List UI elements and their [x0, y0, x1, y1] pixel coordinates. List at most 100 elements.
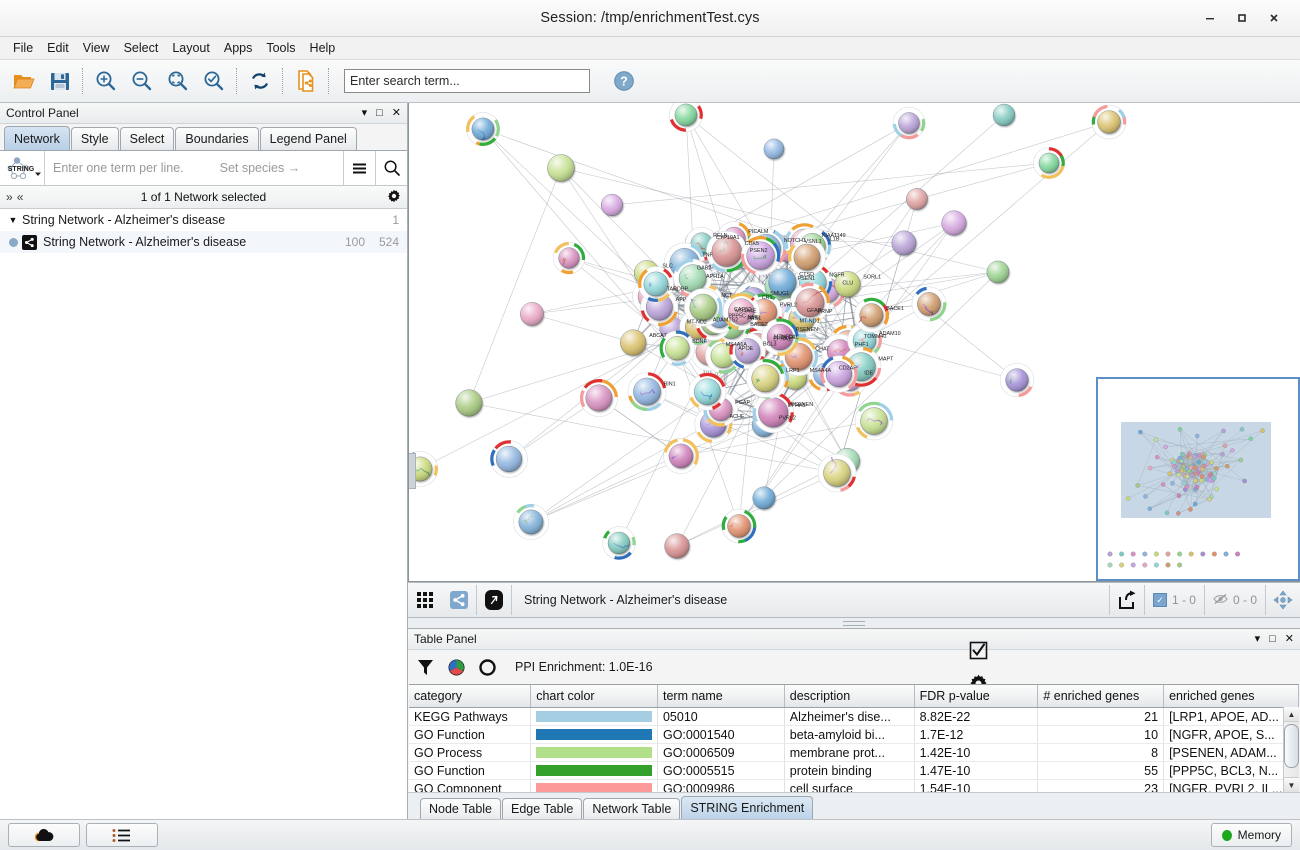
scroll-up-arrow-icon[interactable]: ▲ [1284, 707, 1299, 722]
cloud-icon[interactable] [8, 823, 80, 847]
network-node[interactable] [740, 236, 781, 276]
network-node[interactable] [752, 391, 794, 434]
fit-content-icon[interactable] [1266, 584, 1300, 616]
enrichment-table-wrapper[interactable]: category chart color term name descripti… [409, 684, 1299, 792]
network-node[interactable] [986, 260, 1010, 284]
network-node[interactable] [669, 103, 703, 132]
network-node[interactable] [834, 271, 861, 298]
string-logo-icon[interactable]: STRING [0, 151, 45, 185]
birds-eye-view[interactable] [1096, 377, 1300, 581]
network-node[interactable] [722, 292, 760, 331]
save-session-icon[interactable] [42, 63, 78, 99]
expand-twisty-icon[interactable]: ▼ [8, 215, 18, 225]
network-node[interactable] [627, 372, 667, 412]
control-panel-float-icon[interactable]: □ [376, 106, 383, 119]
filter-icon[interactable] [416, 658, 435, 677]
network-node[interactable] [664, 533, 690, 559]
column-header-enriched-count[interactable]: # enriched genes [1037, 685, 1165, 708]
zoom-fit-network-icon[interactable] [196, 63, 232, 99]
table-row[interactable]: GO Process GO:0006509 membrane prot... 1.42… [409, 743, 1299, 762]
open-session-icon[interactable] [6, 63, 42, 99]
string-term-input[interactable]: Enter one term per line. Set species → [45, 151, 344, 185]
column-header-enriched-genes[interactable]: enriched genes [1163, 685, 1299, 708]
network-node[interactable] [638, 266, 674, 302]
network-node[interactable] [688, 372, 727, 411]
network-node[interactable] [854, 401, 894, 441]
column-header-term-name[interactable]: term name [657, 685, 785, 708]
menu-view[interactable]: View [82, 41, 110, 55]
network-tree-child-row[interactable]: String Network - Alzheimer's disease 100… [0, 231, 407, 253]
network-node[interactable] [684, 288, 723, 327]
network-node[interactable] [663, 438, 699, 474]
table-row[interactable]: GO Function GO:0005515 protein binding 1.47… [409, 761, 1299, 780]
network-node[interactable] [892, 106, 926, 140]
table-panel-float-icon[interactable]: □ [1269, 632, 1276, 645]
network-node[interactable] [600, 193, 624, 217]
network-node[interactable] [854, 297, 889, 333]
hamburger-icon[interactable] [344, 151, 376, 185]
scroll-thumb[interactable] [1284, 724, 1299, 768]
column-header-chart-color[interactable]: chart color [530, 685, 658, 708]
network-node[interactable] [466, 112, 500, 146]
tab-legend-panel[interactable]: Legend Panel [259, 127, 357, 150]
network-node[interactable] [745, 358, 785, 398]
network-node[interactable] [817, 453, 857, 493]
export-image-icon[interactable] [1110, 584, 1144, 616]
search-input[interactable]: Enter search term... [344, 69, 590, 93]
network-node[interactable] [520, 302, 544, 326]
zoom-out-icon[interactable] [124, 63, 160, 99]
menu-apps[interactable]: Apps [223, 41, 253, 55]
help-icon[interactable]: ? [606, 63, 642, 99]
network-node[interactable] [620, 329, 647, 356]
network-node[interactable] [490, 440, 528, 478]
zoom-fit-selected-icon[interactable] [160, 63, 196, 99]
menu-select[interactable]: Select [123, 41, 159, 55]
panel-collapse-handle[interactable] [409, 453, 416, 489]
network-share-icon[interactable] [442, 584, 476, 616]
annotation-icon[interactable] [477, 584, 511, 616]
tab-node-table[interactable]: Node Table [420, 798, 502, 819]
expand-all-icon[interactable]: « [16, 190, 24, 204]
tab-select[interactable]: Select [119, 127, 175, 150]
gear-icon[interactable] [387, 189, 401, 206]
tab-boundaries[interactable]: Boundaries [175, 127, 259, 150]
network-node[interactable] [1033, 147, 1065, 179]
network-node[interactable] [752, 486, 776, 510]
network-node[interactable] [761, 318, 799, 356]
network-node[interactable] [455, 389, 483, 417]
table-panel-close-icon[interactable]: ✕ [1284, 632, 1294, 645]
network-node[interactable] [547, 154, 575, 182]
grid-layout-icon[interactable] [408, 584, 442, 616]
hidden-nodes-indicator[interactable]: 0 - 0 [1205, 593, 1265, 608]
network-tree-root-row[interactable]: ▼ String Network - Alzheimer's disease 1 [0, 209, 407, 231]
control-panel-close-icon[interactable]: ✕ [391, 106, 401, 119]
tab-string-enrichment[interactable]: STRING Enrichment [681, 796, 814, 819]
menu-layout[interactable]: Layout [172, 41, 210, 55]
table-row[interactable]: GO Function GO:0001540 beta-amyloid bi... 1… [409, 725, 1299, 744]
network-node[interactable] [906, 188, 928, 210]
network-node[interactable] [820, 355, 858, 393]
network-node[interactable] [602, 526, 636, 560]
tab-network-table[interactable]: Network Table [583, 798, 681, 819]
network-node[interactable] [992, 103, 1016, 127]
network-node[interactable] [706, 230, 748, 273]
selected-nodes-indicator[interactable]: ✓ 1 - 0 [1145, 593, 1204, 607]
control-panel-dropdown-icon[interactable]: ▾ [361, 106, 368, 119]
set-species-link[interactable]: Set species → [219, 161, 301, 175]
menu-help[interactable]: Help [309, 41, 336, 55]
menu-tools[interactable]: Tools [266, 41, 296, 55]
memory-indicator[interactable]: Memory [1210, 823, 1292, 847]
network-node[interactable] [911, 286, 947, 322]
network-node[interactable] [1091, 104, 1127, 140]
column-header-description[interactable]: description [784, 685, 915, 708]
donut-chart-icon[interactable] [478, 658, 497, 677]
network-node[interactable] [721, 508, 757, 544]
column-header-category[interactable]: category [409, 685, 532, 708]
column-header-fdr-p-value[interactable]: FDR p-value [914, 685, 1039, 708]
zoom-in-icon[interactable] [88, 63, 124, 99]
select-all-checkbox-icon[interactable] [969, 641, 988, 660]
export-network-icon[interactable] [288, 63, 324, 99]
network-canvas[interactable]: MT-ND2 MT-ND1 VSNL1 CD2AP MS4A4A MS4A6A MS4A4E… [409, 103, 1300, 581]
tab-edge-table[interactable]: Edge Table [502, 798, 583, 819]
network-node[interactable] [941, 210, 967, 236]
